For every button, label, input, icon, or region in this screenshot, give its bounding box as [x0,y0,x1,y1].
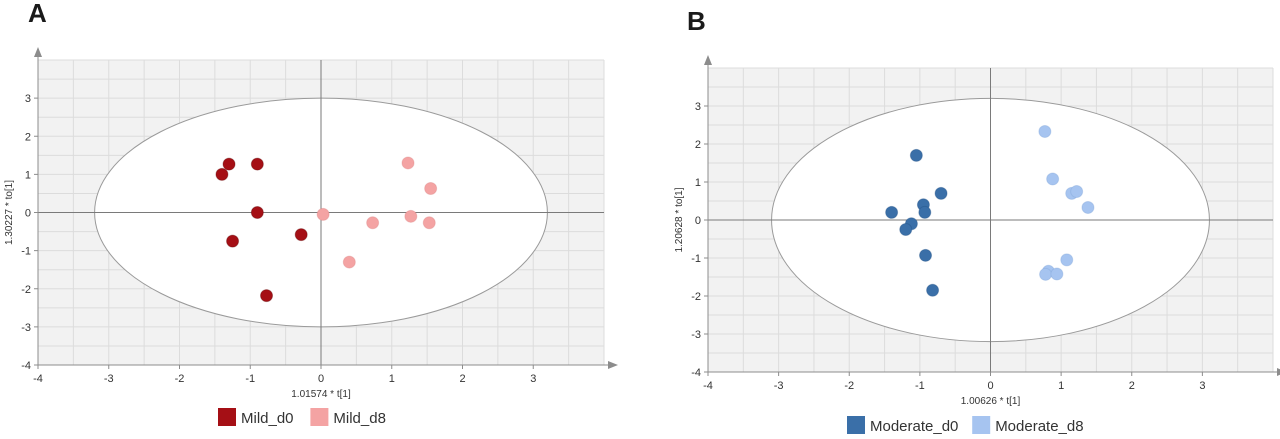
legend-label: Moderate_d8 [995,418,1083,435]
data-point [1039,267,1053,281]
x-tick-label: -3 [104,373,114,385]
chart-panel-b: B -4 -3 -2 -1 0 1 2 3 -4 -3 -2 -1 0 1 2 3 1.00626 * t[1] 1… [674,6,1280,435]
x-tick-label: 2 [1129,380,1135,392]
x-tick-label: -1 [915,380,925,392]
x-tick-label: 0 [318,373,324,385]
y-tick-label: -3 [21,322,31,334]
legend-swatch [972,416,991,434]
data-point [909,148,923,162]
legend-label: Mild_d8 [333,410,386,427]
y-tick-label: 1 [25,169,31,181]
y-tick-label: 3 [25,93,31,105]
legend-swatch [310,408,329,426]
legend: Moderate_d0 Moderate_d8 [847,416,1084,435]
y-tick-label: -3 [691,329,701,341]
data-point [222,157,236,171]
x-tick-label: 3 [1199,380,1205,392]
x-tick-label: -2 [844,380,854,392]
data-point [316,207,330,221]
data-point [260,289,274,303]
x-tick-label: -3 [774,380,784,392]
y-tick-label: -1 [691,253,701,265]
data-point [424,181,438,195]
data-point [342,255,356,269]
panel-letter: A [28,0,47,28]
y-tick-label: 1 [695,177,701,189]
data-point [919,248,933,262]
x-axis-label: 1.00626 * t[1] [961,396,1021,407]
y-tick-label: -2 [21,284,31,296]
y-axis-label: 1.20628 * to[1] [674,187,685,252]
y-tick-label: 3 [695,101,701,113]
data-point [885,205,899,219]
y-tick-label: 0 [25,208,31,220]
data-point [366,216,380,230]
x-tick-label: -1 [245,373,255,385]
y-tick-label: -4 [21,360,31,372]
x-tick-label: 2 [459,373,465,385]
data-point [250,206,264,219]
y-tick-label: -4 [691,367,701,379]
legend: Mild_d0 Mild_d8 [218,408,386,427]
x-axis-label: 1.01574 * t[1] [291,389,351,400]
y-tick-label: 2 [695,139,701,151]
data-point [250,157,264,171]
x-tick-label: 0 [987,380,993,392]
data-point [226,234,240,248]
data-point [1070,185,1084,198]
data-point [401,156,415,170]
data-point [422,216,436,230]
x-tick-label: 1 [389,373,395,385]
series-moderate-d0 [885,148,948,297]
series-mild-d0 [215,157,308,303]
x-tick-label: -2 [175,373,185,385]
data-point [918,205,932,219]
y-tick-label: 0 [695,215,701,227]
legend-label: Mild_d0 [241,410,294,427]
data-point [1046,172,1060,186]
chart-panel-a: A -4 -3 -2 -1 0 1 2 3 -4 -3 -2 -1 0 1 2 3 1.01574 * t[1] 1… [4,0,618,427]
data-point [1060,253,1074,267]
data-point [1050,267,1064,281]
series-moderate-d8 [1038,124,1095,281]
legend-swatch [218,408,236,426]
y-axis-arrow [704,55,712,65]
y-tick-label: -1 [21,246,31,258]
legend-swatch [847,416,865,434]
y-tick-label: -2 [691,291,701,303]
x-tick-label: -4 [33,373,43,385]
x-axis-arrow [1277,368,1280,376]
x-axis-arrow [608,361,618,369]
x-tick-label: 1 [1058,380,1064,392]
data-point [934,186,948,200]
data-point [294,228,308,242]
data-point [1081,200,1095,214]
data-point [404,209,418,223]
y-tick-label: 2 [25,131,31,143]
y-axis-label: 1.30227 * to[1] [4,180,15,245]
data-point [215,167,229,181]
panel-letter: B [687,6,706,36]
series-mild-d8 [316,156,438,269]
data-point [899,223,913,236]
data-point [1038,124,1052,138]
data-point [926,283,940,297]
legend-label: Moderate_d0 [870,418,958,435]
y-axis-arrow [34,47,42,57]
x-tick-label: 3 [530,373,536,385]
x-tick-label: -4 [703,380,713,392]
